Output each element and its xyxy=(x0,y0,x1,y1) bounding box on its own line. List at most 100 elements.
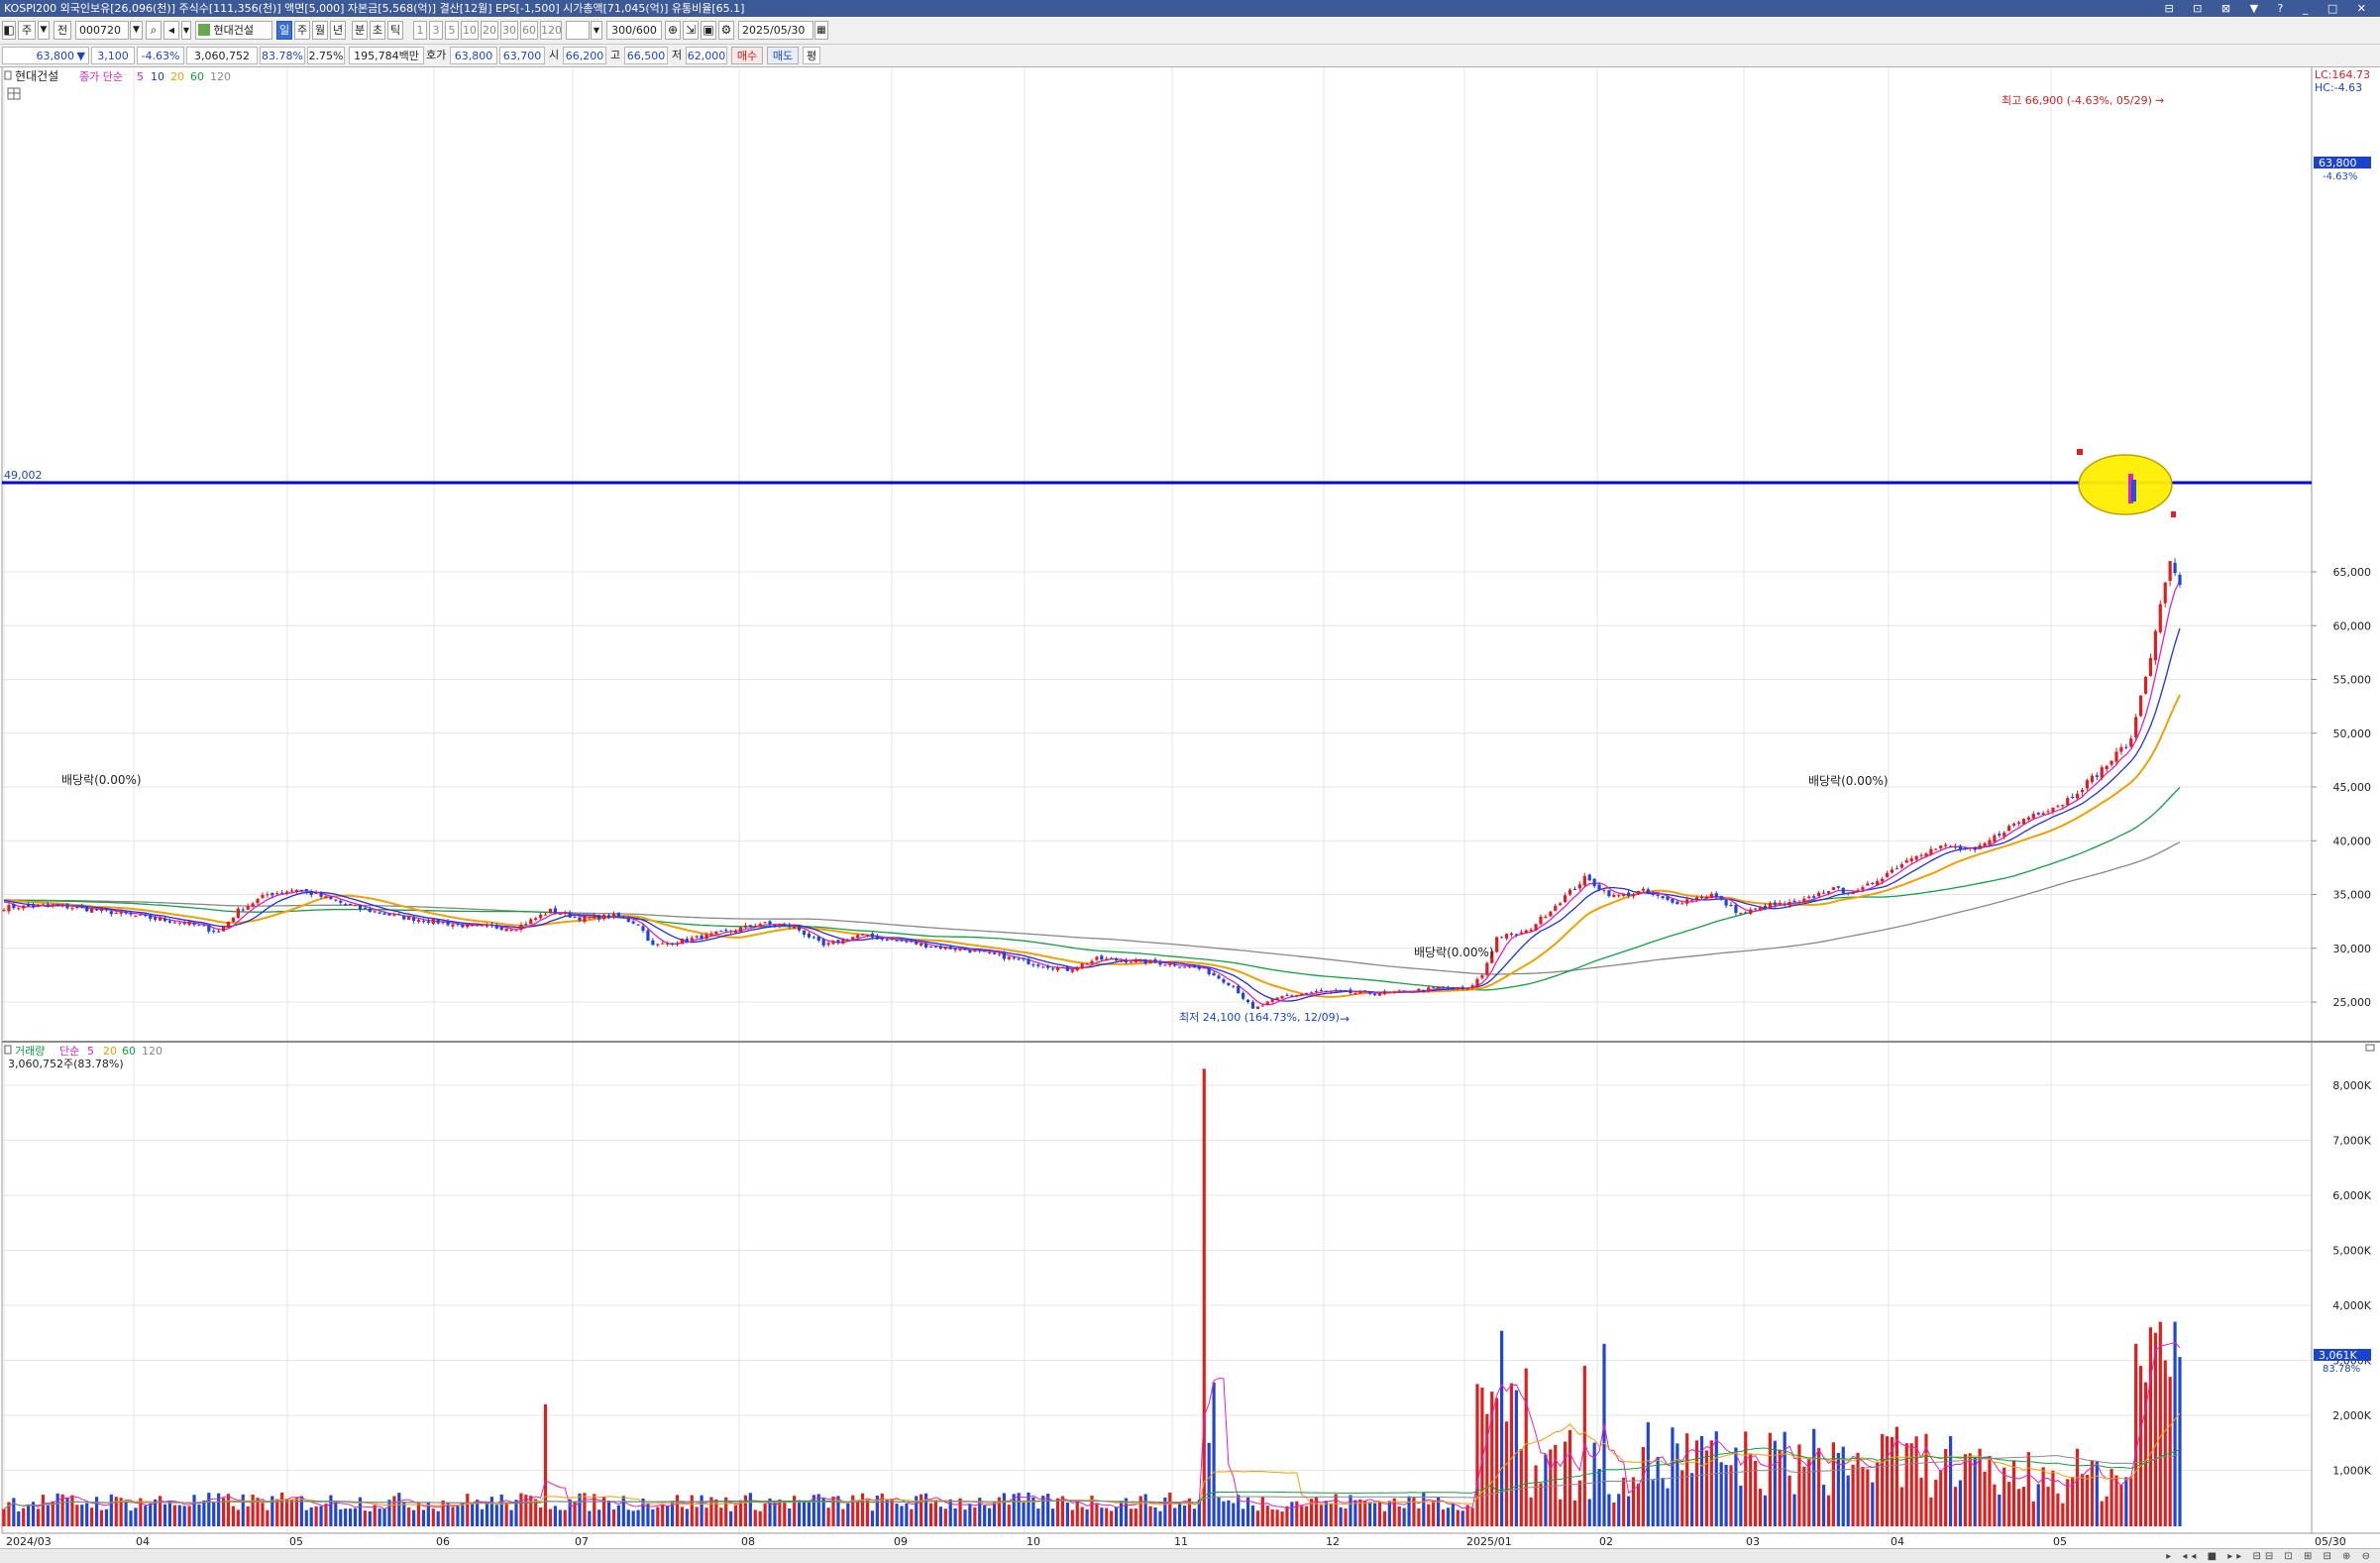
candle-body xyxy=(2046,811,2050,813)
period-second-button[interactable]: 초 xyxy=(370,21,385,40)
window-controls[interactable]: ⊟ ⊡ ⊠ ▼ ? _ □ ✕ xyxy=(2164,2,2374,15)
code-dropdown-icon[interactable]: ▼ xyxy=(130,21,143,40)
candle-body xyxy=(251,903,255,907)
period-minute-button[interactable]: 분 xyxy=(352,21,368,40)
scroll-navigation-bar[interactable]: ▸ ◂◂ ■ ▸▸ ⊟⊟ ⊡ ⊞ ⊟ ⊕ ⊖ xyxy=(0,1548,2380,1563)
chart-navigation-controls[interactable]: ▸ ◂◂ ■ ▸▸ ⊟⊟ ⊡ ⊞ ⊟ ⊕ ⊖ xyxy=(2166,1551,2374,1562)
candle-body xyxy=(70,908,74,910)
chart-area[interactable]: 현대건설 종가 단순 5 10 20 60 120 65,00060,00055… xyxy=(0,67,2380,1548)
period-day-button[interactable]: 일 xyxy=(276,21,292,40)
collapse-icon[interactable] xyxy=(4,70,12,80)
mode-stock-button[interactable]: 주 xyxy=(18,21,36,40)
volume-bar xyxy=(1714,1431,1718,1526)
volume-current-tag-value: 3,061K xyxy=(2319,1349,2357,1362)
candle-body xyxy=(1656,894,1660,896)
volume-bar xyxy=(636,1509,640,1526)
speaker-icon[interactable]: ◂ xyxy=(163,21,179,40)
candle-body xyxy=(948,947,952,949)
volume-bar xyxy=(456,1506,460,1526)
candle-body xyxy=(1549,911,1553,917)
interval-60-button[interactable]: 60 xyxy=(520,21,538,40)
volume-bar xyxy=(768,1498,772,1526)
candle-body xyxy=(373,911,377,913)
volume-bar xyxy=(1671,1427,1675,1526)
settings-gear-icon[interactable]: ⚙ xyxy=(718,21,734,40)
candle-body xyxy=(1861,887,1865,890)
count-field[interactable]: 300/600 xyxy=(606,21,662,40)
calendar-icon[interactable]: ▦ xyxy=(814,21,828,40)
volume-bar xyxy=(1119,1501,1124,1526)
volume-bar xyxy=(1485,1413,1489,1526)
period-tick-button[interactable]: 틱 xyxy=(387,21,403,40)
volume-bar xyxy=(1192,1508,1196,1526)
stock-name-field[interactable]: 현대건설 xyxy=(195,21,272,40)
interval-10-button[interactable]: 10 xyxy=(461,21,479,40)
volume-bar xyxy=(1529,1497,1533,1526)
candle-body xyxy=(1480,975,1484,978)
volume-bar xyxy=(1055,1498,1060,1526)
high-field: 66,500 xyxy=(624,47,668,64)
interval-dropdown-icon[interactable]: ▼ xyxy=(591,21,602,40)
volume-bar xyxy=(1075,1500,1079,1526)
candle-body xyxy=(2143,676,2148,694)
volume-bar xyxy=(539,1507,543,1526)
candle-body xyxy=(1514,934,1518,936)
interval-custom-input[interactable] xyxy=(566,21,590,40)
speaker-dropdown-icon[interactable]: ▼ xyxy=(181,21,191,40)
mode-all-button[interactable]: 전 xyxy=(54,21,71,40)
menu-icon[interactable]: ◧ xyxy=(2,21,16,40)
eval-button[interactable]: 평 xyxy=(803,47,820,64)
candle-body xyxy=(973,949,977,952)
volume-bar xyxy=(983,1506,987,1526)
interval-1-button[interactable]: 1 xyxy=(413,21,427,40)
period-year-button[interactable]: 년 xyxy=(330,21,346,40)
interval-30-button[interactable]: 30 xyxy=(500,21,518,40)
sell-button[interactable]: 매도 xyxy=(767,47,799,64)
stock-code-input[interactable]: 000720 xyxy=(75,21,129,40)
candle-body xyxy=(1300,993,1304,995)
save-icon[interactable]: ▣ xyxy=(701,21,716,40)
volume-bar xyxy=(1422,1493,1426,1526)
scale-icon[interactable]: ⇲ xyxy=(683,21,699,40)
mode-dropdown-icon[interactable]: ▼ xyxy=(38,21,50,40)
volume-bar xyxy=(1265,1506,1269,1526)
volume-bar xyxy=(167,1501,172,1526)
candle-body xyxy=(41,904,45,906)
candle-body xyxy=(905,941,909,943)
volume-panel-maximize-icon[interactable] xyxy=(2365,1044,2375,1052)
interval-120-button[interactable]: 120 xyxy=(540,21,562,40)
volume-bar xyxy=(588,1510,592,1526)
price-axis-label: 25,000 xyxy=(2333,996,2372,1009)
candle-body xyxy=(709,933,713,936)
search-icon[interactable]: ⌕ xyxy=(146,21,162,40)
highlight-ellipse[interactable] xyxy=(2078,454,2173,515)
candle-body xyxy=(1909,858,1913,862)
candle-body xyxy=(275,893,279,895)
volume-bar xyxy=(1856,1452,1860,1526)
volume-bar xyxy=(55,1493,59,1526)
candle-body xyxy=(236,908,240,919)
volume-bar xyxy=(1919,1477,1923,1526)
date-input[interactable]: 2025/05/30 xyxy=(738,21,813,40)
price-axis-label: 40,000 xyxy=(2333,835,2372,847)
candle-body xyxy=(1866,883,1870,886)
volume-panel-legend: 거래량 단순 5 20 60 120 3,060,752주(83.78%) xyxy=(4,1045,162,1070)
candle-body xyxy=(1792,900,1796,903)
volume-bar xyxy=(1744,1431,1748,1526)
volume-bar xyxy=(1890,1436,1894,1526)
buy-button[interactable]: 매수 xyxy=(731,47,763,64)
period-week-button[interactable]: 주 xyxy=(294,21,310,40)
volume-bar xyxy=(51,1501,54,1526)
candle-body xyxy=(2,910,6,912)
period-month-button[interactable]: 월 xyxy=(312,21,328,40)
volume-bar xyxy=(2173,1321,2177,1526)
interval-5-button[interactable]: 5 xyxy=(445,21,459,40)
candle-body xyxy=(793,925,797,929)
volume-collapse-icon[interactable] xyxy=(4,1045,12,1055)
interval-3-button[interactable]: 3 xyxy=(429,21,443,40)
candle-body xyxy=(1012,957,1016,959)
date-axis-label: 10 xyxy=(1027,1535,1040,1548)
interval-20-button[interactable]: 20 xyxy=(481,21,498,40)
zoom-icon[interactable]: ⊕ xyxy=(665,21,681,40)
candle-body xyxy=(466,924,470,928)
